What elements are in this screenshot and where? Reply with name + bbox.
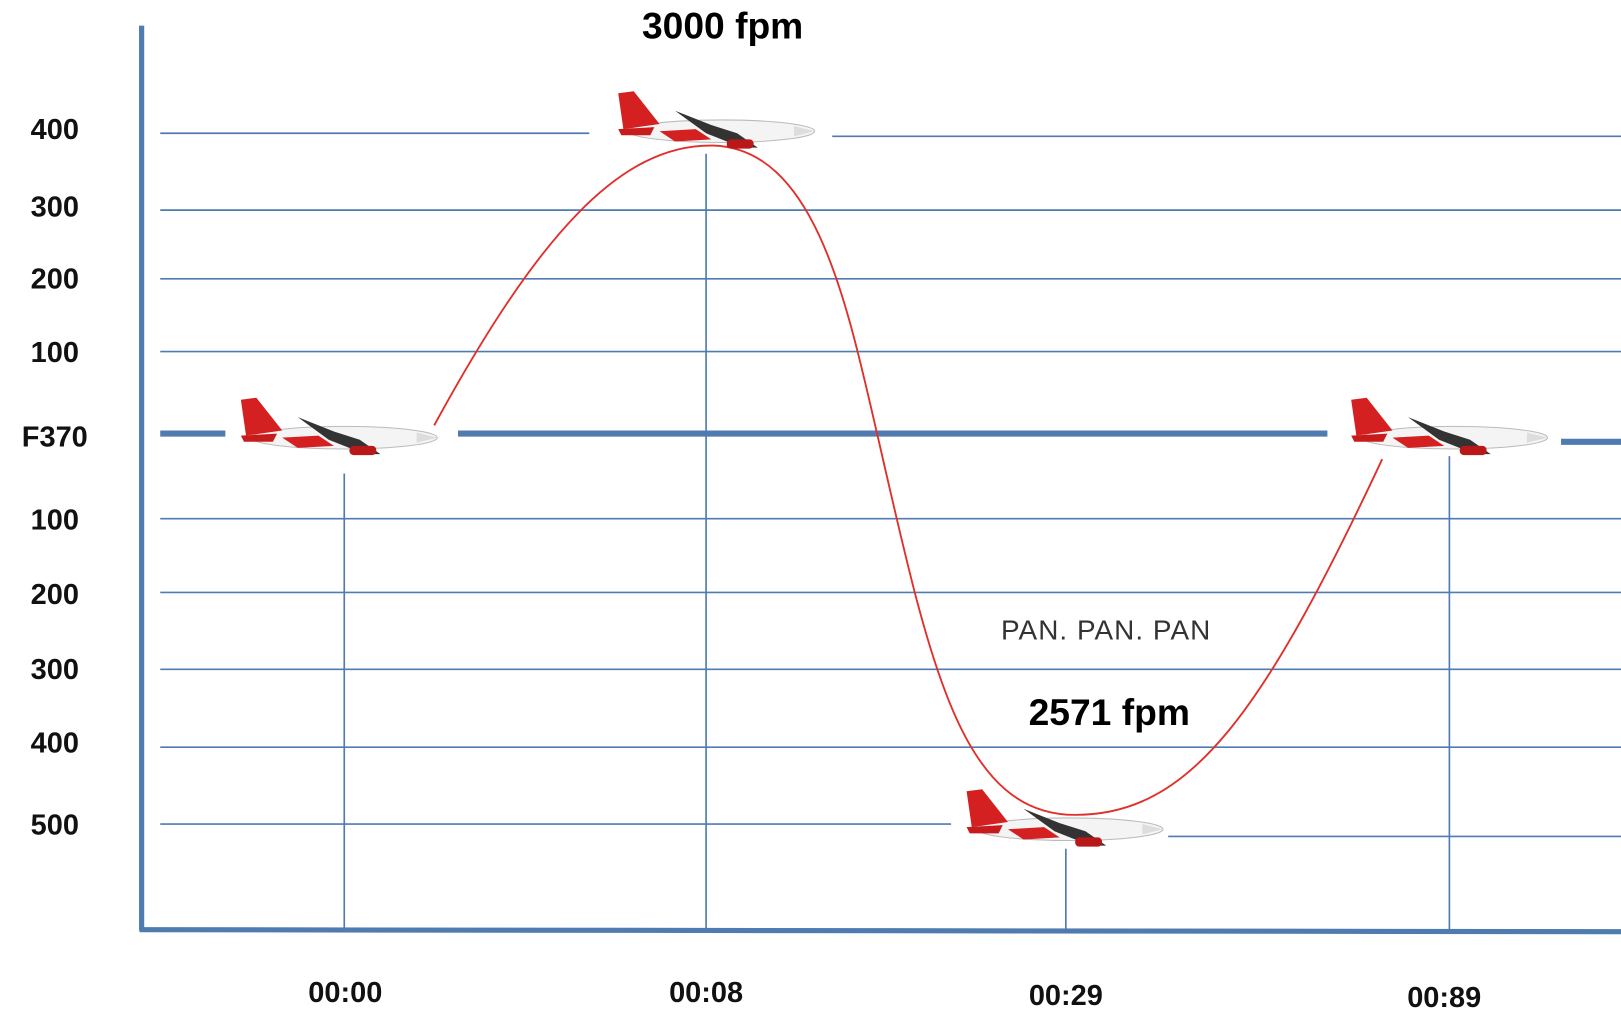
plane (240, 397, 438, 456)
y-label: 300 (31, 654, 79, 686)
y-label: 200 (31, 579, 79, 611)
x-axis (139, 927, 1621, 935)
y-label: 300 (31, 192, 79, 224)
flight-path (433, 144, 1384, 816)
x-label: 00:29 (1029, 980, 1103, 1012)
x-label: 00:00 (308, 977, 382, 1009)
x-label: 00:08 (669, 977, 743, 1009)
y-label: 100 (31, 337, 79, 369)
y-label: 400 (31, 728, 79, 760)
plane (1350, 397, 1549, 456)
y-label: 500 (31, 810, 79, 842)
grid (160, 132, 1621, 930)
x-label: 00:89 (1407, 982, 1481, 1014)
descent-rate: 2571 fpm (1029, 691, 1190, 733)
y-label: 100 (31, 504, 79, 536)
y-label: F370 (22, 421, 88, 453)
plane (966, 788, 1164, 848)
y-label: 400 (31, 114, 79, 146)
climb-rate: 3000 fpm (642, 5, 803, 47)
pan-call: PAN. PAN. PAN (1001, 615, 1211, 646)
y-label: 200 (31, 264, 79, 296)
plane (617, 90, 816, 150)
